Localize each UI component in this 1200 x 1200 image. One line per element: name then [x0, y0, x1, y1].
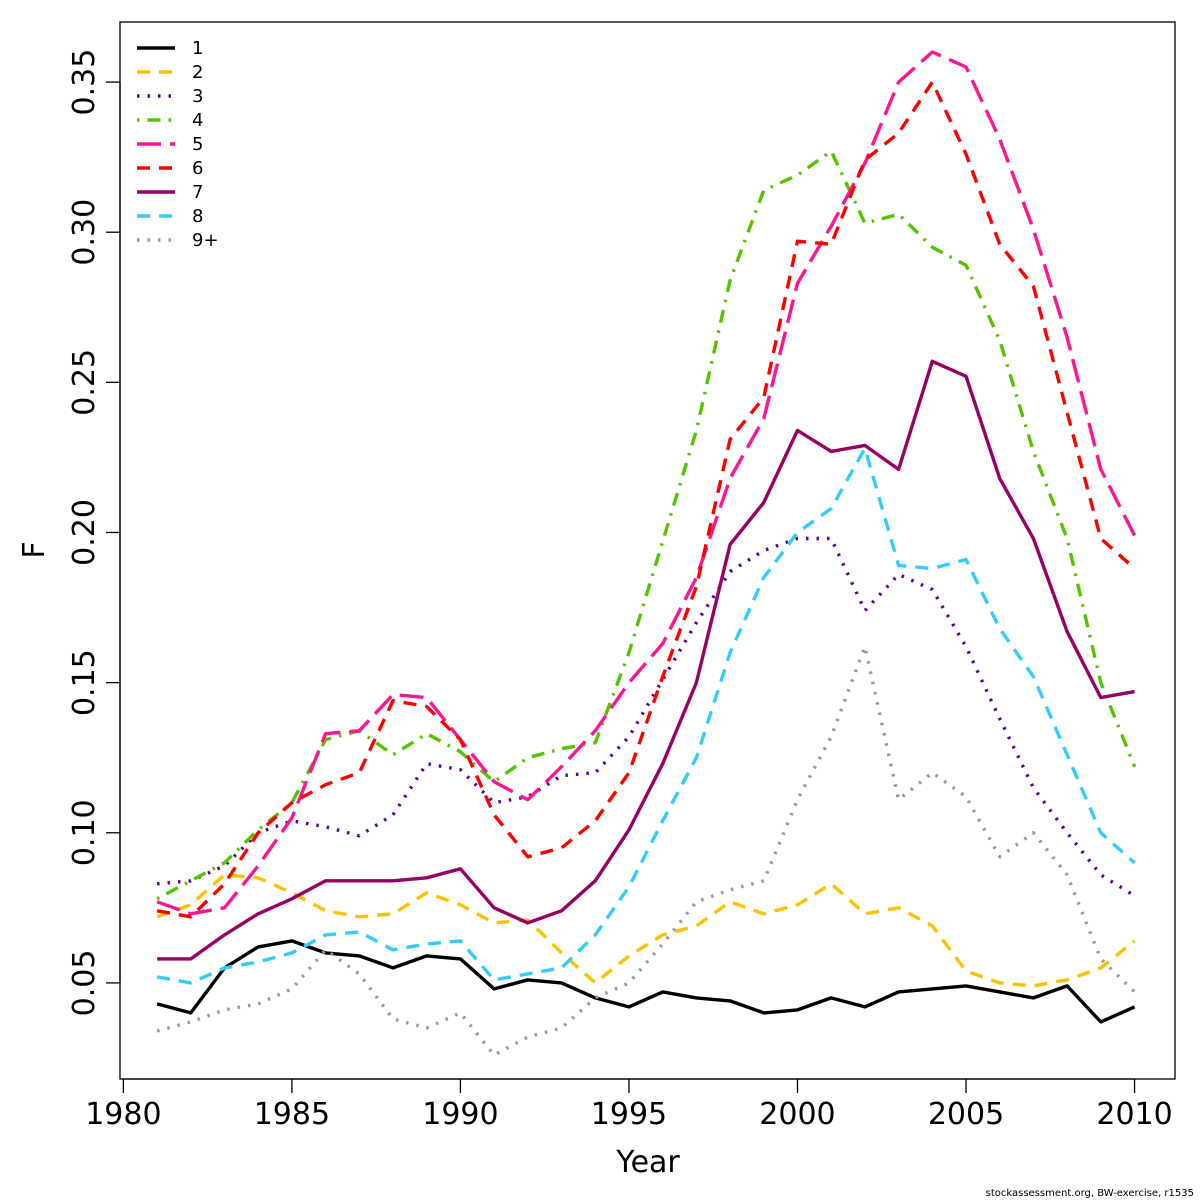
- x-axis: 1980 1985 1990 1995 2000 2005 2010: [85, 1078, 1173, 1132]
- legend-label: 6: [192, 158, 203, 179]
- y-axis: 0.05 0.10 0.15 0.20 0.25 0.30 0.35: [67, 49, 121, 1017]
- y-tick-label: 0.25: [67, 349, 102, 416]
- series-line-4: [156, 149, 1137, 901]
- series-line-1: [156, 939, 1136, 1024]
- y-tick-label: 0.30: [67, 199, 102, 266]
- y-tick-label: 0.35: [67, 49, 102, 116]
- legend-label: 4: [192, 110, 203, 131]
- legend-label: 8: [192, 206, 203, 227]
- x-tick-label: 2010: [1096, 1097, 1172, 1132]
- x-tick-label: 1980: [85, 1097, 161, 1132]
- footnote: stockassessment.org, BW-exercise, r1535: [986, 1188, 1194, 1199]
- legend-label: 5: [192, 134, 203, 155]
- series-layer: [156, 50, 1137, 1057]
- series-line-8: [156, 446, 1136, 985]
- y-tick-label: 0.15: [67, 649, 102, 716]
- y-tick-label: 0.05: [67, 950, 102, 1017]
- x-tick-label: 1995: [591, 1097, 667, 1132]
- legend-label: 2: [192, 62, 203, 83]
- x-axis-title: Year: [615, 1145, 680, 1180]
- legend-label: 3: [192, 86, 203, 107]
- legend-label: 7: [192, 182, 203, 203]
- legend-label: 1: [192, 38, 203, 59]
- x-tick-label: 1985: [254, 1097, 330, 1132]
- y-tick-label: 0.20: [67, 499, 102, 566]
- legend: 1 2 3 4 5 6 7 8 9+: [137, 38, 219, 251]
- y-tick-label: 0.10: [67, 799, 102, 866]
- y-axis-title: F: [17, 541, 52, 558]
- x-tick-label: 2005: [928, 1097, 1004, 1132]
- series-line-7: [157, 359, 1135, 961]
- x-tick-label: 1990: [422, 1097, 498, 1132]
- x-tick-label: 2000: [759, 1097, 835, 1132]
- series-line-2: [156, 873, 1136, 988]
- legend-label: 9+: [192, 230, 219, 251]
